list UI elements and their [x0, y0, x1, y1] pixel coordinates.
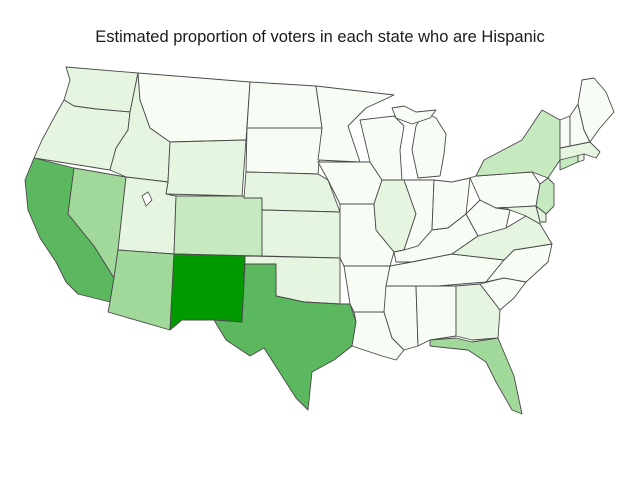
state-wyoming: [165, 139, 247, 197]
state-arizona: [107, 249, 175, 331]
state-montana: [137, 72, 251, 143]
state-north-dakota: [246, 81, 323, 129]
state-virginia: [451, 215, 553, 261]
state-minnesota: [315, 85, 395, 163]
state-kansas: [261, 209, 341, 259]
state-maryland: [495, 205, 541, 225]
great-salt-lake: [141, 191, 153, 207]
map-title: Estimated proportion of voters in each s…: [95, 28, 545, 46]
state-vermont: [559, 115, 571, 149]
state-arkansas: [343, 265, 391, 313]
state-new-mexico: [169, 253, 246, 331]
state-michigan-upper: [391, 105, 437, 125]
state-colorado: [173, 195, 263, 257]
state-washington: [63, 66, 139, 113]
state-alabama: [415, 285, 457, 347]
state-utah: [117, 176, 177, 255]
state-maine: [577, 77, 615, 143]
state-texas: [213, 263, 357, 411]
state-florida: [429, 337, 523, 415]
state-new-york: [475, 109, 561, 179]
state-south-dakota: [245, 127, 323, 175]
